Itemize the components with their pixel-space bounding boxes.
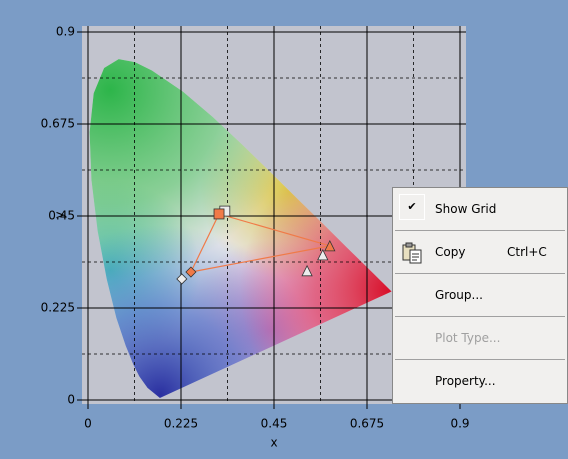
x-tick-label: 0.225 [164,417,198,431]
marker [213,208,225,220]
connector [189,213,330,273]
x-tick-label: 0.9 [450,417,469,431]
menu-item[interactable]: Property... [393,360,567,403]
y-tick-label: 0.45 [48,209,75,223]
menu-item[interactable]: ✔ Show Grid [393,188,567,231]
menu-separator [395,316,565,317]
menu-separator [395,273,565,274]
menu-item: Plot Type... [393,317,567,360]
menu-item-label: Property... [435,374,496,388]
x-tick-label: 0.675 [350,417,384,431]
menu-item[interactable]: Copy Ctrl+C [393,231,567,274]
marker [176,273,188,285]
y-axis-title: y [53,211,67,218]
menu-item-label: Group... [435,288,483,302]
y-tick-label: 0.675 [41,117,75,131]
menu-item-label: Show Grid [435,202,497,216]
y-tick-label: 0 [67,393,75,407]
check-mark: ✔ [399,194,425,220]
y-tick-label: 0.225 [41,301,75,315]
marker [301,264,313,277]
y-tick-label: 0.9 [56,25,75,39]
menu-item[interactable]: Group... [393,274,567,317]
menu-separator [395,230,565,231]
marker [317,248,329,261]
marker [185,266,197,278]
context-menu: ✔ Show Grid Copy Ctrl+C Group... Plot Type...… [392,187,568,404]
marker [324,239,336,252]
menu-separator [395,359,565,360]
x-tick-label: 0.45 [261,417,288,431]
copy-icon [402,242,422,264]
menu-shortcut: Ctrl+C [507,245,547,259]
x-tick-label: 0 [84,417,92,431]
menu-item-label: Copy [435,245,466,259]
x-axis-title: x [270,436,277,450]
menu-item-label: Plot Type... [435,331,501,345]
